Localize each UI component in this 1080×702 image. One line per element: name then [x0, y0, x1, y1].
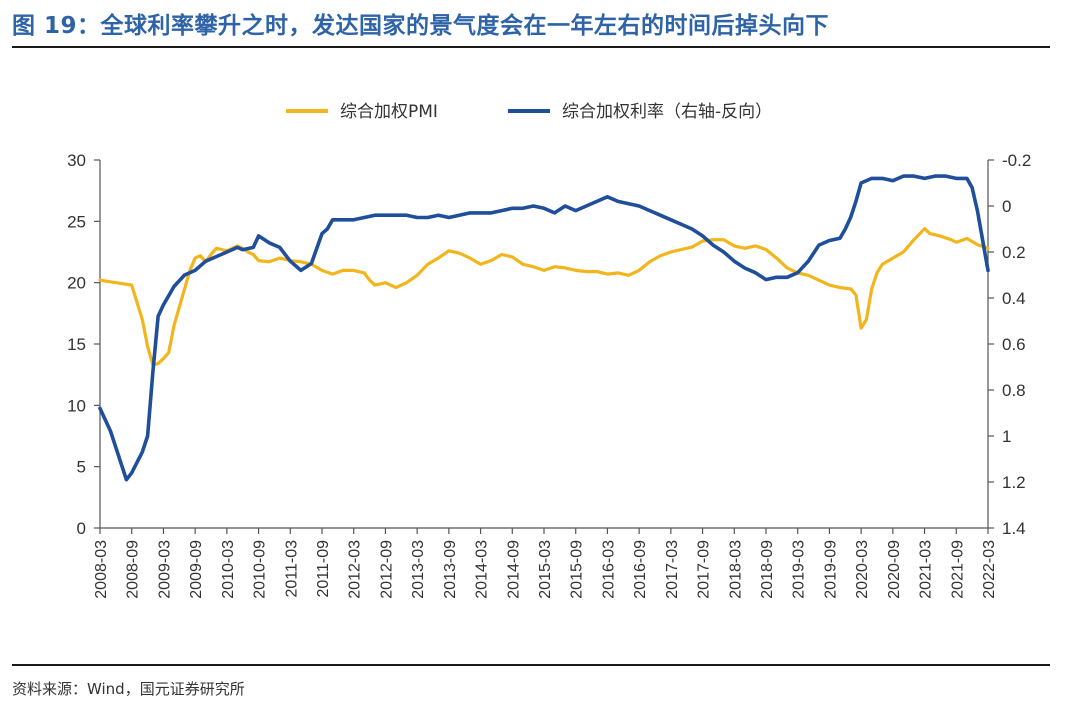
- right-axis-tick-label: 0.8: [1002, 381, 1026, 400]
- right-axis-tick-label: 1.4: [1002, 519, 1026, 538]
- left-axis-tick-label: 20: [67, 274, 86, 293]
- x-axis-tick-label: 2009-03: [156, 540, 173, 599]
- x-axis-tick-label: 2021-09: [949, 540, 966, 599]
- x-axis-tick-label: 2014-03: [474, 540, 491, 599]
- x-axis-tick-label: 2021-03: [918, 540, 935, 599]
- legend: 综合加权PMI 综合加权利率（右轴-反向）: [286, 102, 772, 122]
- left-axis-tick-label: 0: [77, 519, 86, 538]
- legend-label-pmi: 综合加权PMI: [340, 102, 438, 122]
- figure-title: 图 19：全球利率攀升之时，发达国家的景气度会在一年左右的时间后掉头向下: [12, 13, 830, 39]
- left-axis-tick-label: 10: [67, 396, 86, 415]
- right-axis-tick-label: 0: [1002, 197, 1011, 216]
- x-axis-tick-label: 2018-09: [759, 540, 776, 599]
- x-axis-tick-label: 2017-03: [664, 540, 681, 599]
- right-axis-tick-label: 0.6: [1002, 335, 1026, 354]
- x-axis-tick-label: 2010-03: [220, 540, 237, 599]
- left-axis-tick-label: 5: [77, 458, 86, 477]
- series-line-pmi: [98, 227, 990, 367]
- right-axis-tick-label: 1: [1002, 427, 1011, 446]
- right-axis-tick-label: 0.2: [1002, 243, 1026, 262]
- x-axis-tick-label: 2015-09: [569, 540, 586, 599]
- x-axis-tick-label: 2013-09: [442, 540, 459, 599]
- footer-divider: [12, 664, 1050, 666]
- x-axis-tick-label: 2016-09: [632, 540, 649, 599]
- right-axis-tick-label: -0.2: [1002, 151, 1031, 170]
- x-axis-tick-label: 2008-09: [125, 540, 142, 599]
- x-axis-tick-label: 2010-09: [252, 540, 269, 599]
- x-axis-tick-label: 2015-03: [537, 540, 554, 599]
- x-axis-tick-label: 2009-09: [188, 540, 205, 599]
- x-axis-tick-label: 2017-09: [696, 540, 713, 599]
- x-axis-tick-label: 2019-03: [791, 540, 808, 599]
- x-axis-tick-label: 2018-03: [727, 540, 744, 599]
- x-axis-tick-label: 2020-03: [854, 540, 871, 599]
- x-axis-tick-label: 2019-09: [822, 540, 839, 599]
- x-axis-tick-label: 2022-03: [981, 540, 998, 599]
- right-axis-tick-label: 1.2: [1002, 473, 1026, 492]
- x-axis-tick-label: 2012-03: [347, 540, 364, 599]
- axes: 0 5 10 15 20 25 30 -0.2 0 0.2 0.4 0.6 0.8 1 1.2 1.4 2008…: [67, 151, 1031, 599]
- x-axis-tick-label: 2020-09: [886, 540, 903, 599]
- left-axis-tick-label: 30: [67, 151, 86, 170]
- series-line-rate: [98, 174, 990, 482]
- right-axis-tick-label: 0.4: [1002, 289, 1026, 308]
- x-axis-tick-label: 2016-03: [600, 540, 617, 599]
- legend-label-rate: 综合加权利率（右轴-反向）: [562, 102, 772, 122]
- x-axis-tick-label: 2008-03: [93, 540, 110, 599]
- source-note: 资料来源：Wind，国元证券研究所: [12, 680, 245, 698]
- left-axis-tick-label: 15: [67, 335, 86, 354]
- x-axis-tick-label: 2012-09: [378, 540, 395, 599]
- plot-area: [98, 174, 990, 482]
- title-divider: [12, 46, 1050, 48]
- x-axis-tick-label: 2014-09: [505, 540, 522, 599]
- left-axis-tick-label: 25: [67, 212, 86, 231]
- x-axis-tick-label: 2013-03: [410, 540, 427, 599]
- x-axis-tick-label: 2011-03: [283, 540, 300, 598]
- x-axis-tick-label: 2011-09: [315, 540, 332, 598]
